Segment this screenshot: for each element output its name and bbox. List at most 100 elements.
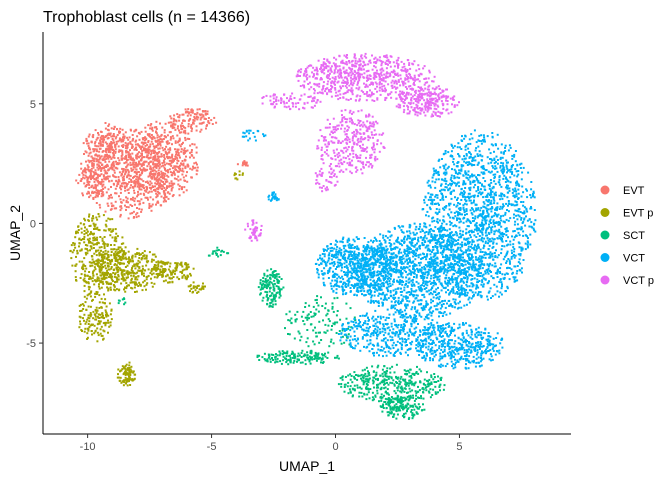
data-point [333, 297, 336, 300]
data-point [215, 249, 218, 252]
data-point [263, 286, 266, 288]
data-point [194, 285, 197, 288]
data-point [128, 136, 131, 139]
data-point [129, 186, 132, 189]
data-point [525, 188, 528, 191]
data-point [149, 180, 152, 183]
data-point [488, 244, 491, 247]
data-point [109, 261, 112, 264]
data-point [143, 156, 146, 159]
data-point [367, 379, 370, 382]
data-point [162, 159, 165, 162]
data-point [102, 260, 104, 262]
data-point [504, 228, 507, 230]
data-point [94, 169, 97, 172]
data-point [101, 334, 104, 337]
data-point [330, 338, 333, 341]
data-point [93, 261, 95, 264]
data-point [433, 219, 436, 222]
data-point [404, 383, 407, 386]
data-point [110, 193, 112, 196]
data-point [137, 259, 140, 262]
data-point [120, 140, 123, 143]
data-point [335, 356, 338, 359]
data-point [83, 280, 86, 283]
data-point [145, 185, 148, 188]
data-point [272, 303, 275, 306]
data-point [348, 388, 351, 391]
data-point [108, 258, 111, 261]
data-point [132, 186, 135, 189]
data-point [385, 372, 388, 375]
data-point [91, 184, 94, 187]
data-point [82, 176, 85, 179]
data-point [108, 196, 111, 199]
data-point [506, 184, 508, 187]
data-point [490, 189, 492, 192]
data-point [365, 378, 368, 381]
data-point [273, 289, 276, 292]
data-point [149, 165, 152, 168]
data-point [506, 285, 509, 288]
data-point [174, 148, 176, 151]
data-point [478, 238, 481, 241]
data-point [137, 269, 140, 272]
data-point [119, 376, 122, 379]
data-point [129, 371, 132, 374]
data-point [214, 252, 217, 255]
data-point [175, 262, 178, 265]
data-point [125, 378, 128, 381]
data-point [111, 278, 114, 281]
data-point [466, 225, 469, 228]
data-point [90, 155, 93, 158]
data-point [141, 156, 144, 159]
data-point [129, 378, 132, 381]
data-point [459, 270, 461, 273]
data-point [107, 255, 110, 258]
data-point [84, 167, 87, 170]
data-point [321, 357, 324, 360]
data-point [471, 240, 474, 243]
data-point [485, 228, 488, 231]
data-point [106, 281, 109, 284]
data-point [91, 175, 94, 178]
data-point [157, 139, 159, 142]
data-point [408, 395, 410, 398]
data-point [83, 295, 86, 298]
data-point [135, 156, 138, 159]
data-point [499, 158, 502, 160]
data-point [477, 145, 480, 148]
data-point [463, 195, 466, 198]
data-point [215, 121, 218, 124]
data-point [517, 170, 520, 172]
data-point [435, 194, 438, 197]
data-point [349, 385, 352, 388]
data-point [83, 230, 86, 232]
data-point [157, 151, 160, 154]
data-point [465, 251, 467, 254]
data-point [195, 115, 198, 118]
data-point [501, 285, 503, 288]
data-point [274, 274, 277, 277]
data-point [120, 207, 123, 210]
data-point [439, 235, 442, 238]
data-point [121, 173, 123, 176]
data-point [173, 114, 176, 117]
data-point [341, 329, 344, 332]
data-point [479, 229, 482, 232]
data-point [80, 309, 83, 312]
data-point [405, 406, 407, 409]
data-point [513, 155, 516, 158]
data-point [429, 196, 431, 199]
data-point [488, 238, 491, 241]
data-point [317, 310, 320, 313]
data-point [180, 148, 183, 151]
data-point [78, 326, 81, 329]
data-point [172, 123, 175, 126]
data-point [470, 202, 473, 205]
data-point [238, 173, 241, 176]
data-point [511, 252, 513, 255]
data-point [140, 178, 143, 181]
data-point [520, 195, 523, 198]
data-point [516, 218, 519, 221]
